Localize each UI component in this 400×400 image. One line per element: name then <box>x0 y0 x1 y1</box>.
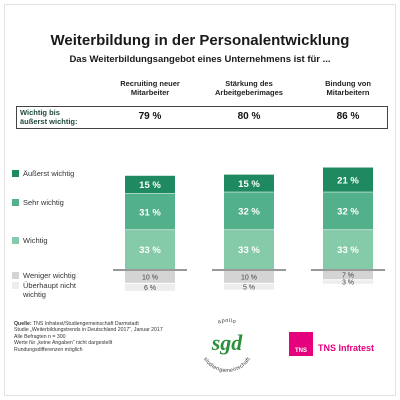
column-header-bindung: Bindung von Mitarbeitern <box>303 79 393 97</box>
bar-label-aeusserst-bindung: 21 % <box>337 175 359 186</box>
svg-text:studiengemeinschaft: studiengemeinschaft <box>202 356 252 374</box>
legend-label-ueberhaupt: Überhaupt nicht wichtig <box>23 281 113 299</box>
source-label: Quelle: <box>14 321 32 327</box>
source-line: Alle Befragten n = 300 <box>14 333 66 340</box>
bar-label-wichtig-bindung: 33 % <box>337 245 359 256</box>
svg-text:apollo: apollo <box>217 318 237 326</box>
bar-label-aeusserst-recruiting: 15 % <box>139 180 161 191</box>
sgd-wordmark: sgd <box>211 330 244 355</box>
column-header-recruiting: Recruiting neuer Mitarbeiter <box>105 79 195 97</box>
tns-logo-text: TNS Infratest <box>318 343 375 353</box>
bar-segment-aeusserst-arbeitgeberimage <box>224 174 274 193</box>
legend-label-line: Überhaupt nicht <box>23 281 76 290</box>
column-header-line: Recruiting neuer <box>120 79 180 88</box>
summary-value-bindung: 86 % <box>336 111 360 122</box>
source-line: Rundungsdifferenzen möglich <box>14 346 83 353</box>
summary-value-recruiting: 79 % <box>138 111 162 122</box>
bar-segment-ueberhaupt-arbeitgeberimage <box>224 283 274 290</box>
bar-label-sehr-arbeitgeberimage: 32 % <box>238 207 260 218</box>
bar-label-ueberhaupt-recruiting: 6 % <box>144 285 156 292</box>
column-header-line: Stärkung des <box>225 79 273 88</box>
bar-label-sehr-recruiting: 31 % <box>139 207 161 218</box>
column-header-line: Mitarbeitern <box>326 88 370 97</box>
bar-segment-ueberhaupt-recruiting <box>125 283 175 291</box>
column-header-arbeitgeberimage: Stärkung des Arbeitgeberimages <box>204 79 294 97</box>
legend-label-aeusserst: Äußerst wichtig <box>23 169 75 178</box>
bar-segment-aeusserst-recruiting <box>125 175 175 194</box>
bar-label-weniger-bindung: 7 % <box>342 273 354 280</box>
chart-title: Weiterbildung in der Personalentwicklung <box>50 32 350 49</box>
summary-value-arbeitgeberimage: 80 % <box>237 111 261 122</box>
summary-label-line: äußerst wichtig: <box>20 117 78 126</box>
sgd-ring-top: apollo <box>217 318 236 326</box>
column-header-line: Mitarbeiter <box>130 88 170 97</box>
bar-label-ueberhaupt-arbeitgeberimage: 5 % <box>243 284 255 291</box>
source-line: Studie „Weiterbildungstrends in Deutschl… <box>14 327 163 334</box>
sgd-ring-bottom: studiengemeinschaft <box>202 356 252 374</box>
source-line: TNS Infratest/Studiengemeinschaft Darmst… <box>32 321 139 327</box>
bar-segment-sehr-recruiting <box>125 193 175 231</box>
bar-label-aeusserst-arbeitgeberimage: 15 % <box>238 179 260 190</box>
legend-swatch-aeusserst <box>12 170 19 177</box>
sgd-logo: apollo sgd studiengemeinschaft <box>202 318 252 374</box>
legend-label-wichtig: Wichtig <box>23 236 48 245</box>
chart-subtitle: Das Weiterbildungsangebot eines Unterneh… <box>69 54 331 65</box>
legend-label-sehr: Sehr wichtig <box>23 198 64 207</box>
legend-swatch-ueberhaupt <box>12 282 19 289</box>
bar-segment-wichtig-bindung <box>323 230 373 269</box>
legend-label-weniger: Weniger wichtig <box>23 271 76 280</box>
column-header-line: Arbeitgeberimages <box>215 88 283 97</box>
source-line: Werte für „keine Angaben“ nicht dargeste… <box>14 340 113 347</box>
legend-swatch-wichtig <box>12 237 19 244</box>
bar-label-weniger-arbeitgeberimage: 10 % <box>241 274 257 281</box>
bar-label-sehr-bindung: 32 % <box>337 207 359 218</box>
bar-segment-weniger-recruiting <box>125 271 175 283</box>
bar-segment-wichtig-recruiting <box>125 230 175 269</box>
bar-segment-wichtig-arbeitgeberimage <box>224 230 274 269</box>
legend-swatch-weniger <box>12 272 19 279</box>
bar-label-ueberhaupt-bindung: 3 % <box>342 280 354 287</box>
bar-label-wichtig-recruiting: 33 % <box>139 245 161 256</box>
column-header-line: Bindung von <box>325 79 371 88</box>
summary-box <box>16 106 388 129</box>
bar-segment-ueberhaupt-bindung <box>323 280 373 284</box>
legend-swatch-sehr <box>12 199 19 206</box>
bar-segment-sehr-bindung <box>323 192 373 231</box>
bar-segment-aeusserst-bindung <box>323 167 373 193</box>
bar-segment-weniger-bindung <box>323 271 373 280</box>
bar-label-weniger-recruiting: 10 % <box>142 274 158 281</box>
bar-segment-sehr-arbeitgeberimage <box>224 192 274 231</box>
legend-label-line: wichtig <box>23 290 46 299</box>
tns-logo-square: TNS <box>289 332 313 356</box>
summary-label: Wichtig bis äußerst wichtig: <box>20 108 100 126</box>
bar-segment-weniger-arbeitgeberimage <box>224 271 274 283</box>
source-note: Quelle: TNS Infratest/Studiengemeinschaf… <box>14 321 189 353</box>
summary-label-line: Wichtig bis <box>20 108 60 117</box>
bar-label-wichtig-arbeitgeberimage: 33 % <box>238 245 260 256</box>
